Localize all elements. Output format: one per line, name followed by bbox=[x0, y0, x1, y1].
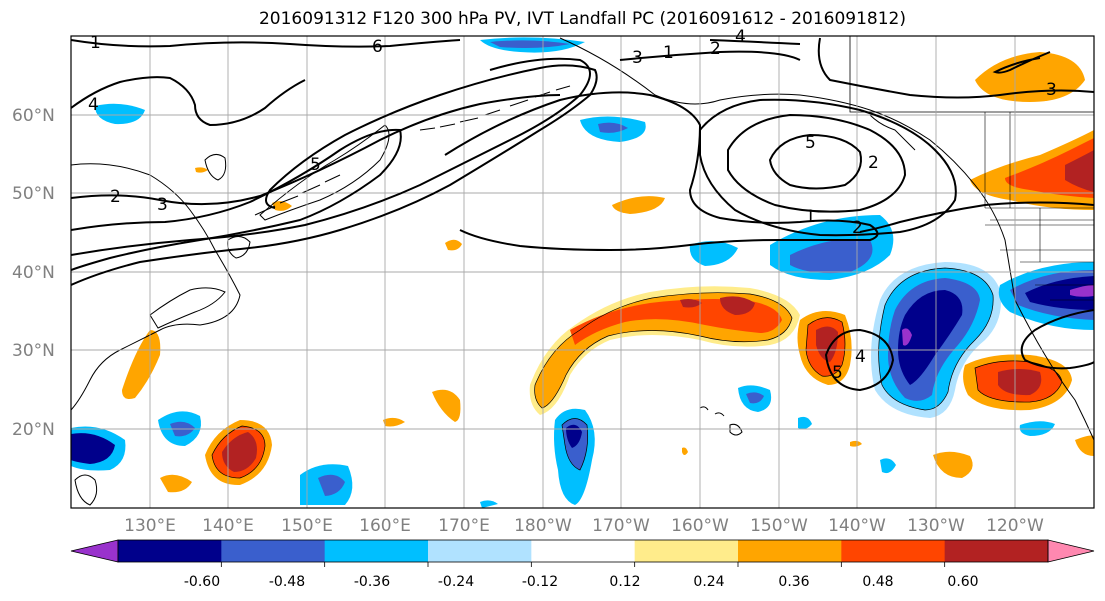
lat-label-40: 40°N bbox=[12, 263, 55, 283]
map-frame bbox=[70, 35, 1095, 509]
colorbar-segment bbox=[841, 540, 946, 562]
contour-label: 4 bbox=[855, 347, 866, 367]
colorbar-frame bbox=[117, 539, 1049, 563]
colorbar-segment bbox=[531, 540, 636, 562]
colorbar-segment bbox=[221, 540, 326, 562]
colorbar-tick-label: 0.36 bbox=[778, 574, 809, 590]
colorbar-segment bbox=[634, 540, 739, 562]
contour-label: 3 bbox=[632, 48, 643, 68]
contour-label: 2 bbox=[710, 39, 721, 59]
contour-label: 3 bbox=[157, 195, 168, 215]
lon-label-140w: 140°W bbox=[828, 516, 886, 536]
coastlines bbox=[71, 36, 1094, 506]
colorbar-tick-label: -0.36 bbox=[354, 574, 390, 590]
lat-label-50: 50°N bbox=[12, 184, 55, 204]
colorbar: -0.60 -0.48 -0.36 -0.24 -0.12 0.12 0.24 … bbox=[70, 539, 1095, 590]
contour-label: 5 bbox=[310, 155, 321, 175]
colorbar-tick-label: 0.12 bbox=[609, 574, 640, 590]
colorbar-segment bbox=[428, 540, 532, 562]
lon-label-150e: 150°E bbox=[281, 516, 333, 536]
contour-labels: 1 2 3 4 5 6 3 1 2 4 5 2 1 2 3 4 5 bbox=[88, 27, 1057, 383]
colorbar-tick-label: 0.60 bbox=[947, 574, 978, 590]
colorbar-tick-label: -0.60 bbox=[184, 574, 220, 590]
lat-label-30: 30°N bbox=[12, 341, 55, 361]
shading-outlines bbox=[211, 267, 1063, 479]
colorbar-segment bbox=[118, 540, 222, 562]
lon-label-160e: 160°E bbox=[359, 516, 411, 536]
contour-label: 4 bbox=[88, 95, 99, 115]
colorbar-tick-label: -0.24 bbox=[438, 574, 474, 590]
lon-label-160w: 160°W bbox=[671, 516, 729, 536]
colorbar-tick-label: 0.24 bbox=[693, 574, 724, 590]
colorbar-segment bbox=[738, 540, 842, 562]
latitude-labels: 60°N 50°N 40°N 30°N 20°N bbox=[12, 106, 55, 440]
contour-label: 5 bbox=[832, 363, 843, 383]
longitude-labels: 130°E 140°E 150°E 160°E 170°E 180°W 170°… bbox=[124, 516, 1044, 536]
colorbar-extend-high bbox=[1047, 539, 1095, 563]
lon-label-120w: 120°W bbox=[986, 516, 1044, 536]
colorbar-segment bbox=[944, 540, 1049, 562]
colorbar-tick-label: -0.12 bbox=[522, 574, 558, 590]
colorbar-tick-label: -0.48 bbox=[269, 574, 305, 590]
colorbar-tick-label: 0.48 bbox=[862, 574, 893, 590]
lon-label-130e: 130°E bbox=[124, 516, 176, 536]
contour-label: 6 bbox=[372, 37, 383, 57]
lon-label-150w: 150°W bbox=[750, 516, 808, 536]
lon-label-170e: 170°E bbox=[438, 516, 490, 536]
contour-label: 5 bbox=[805, 133, 816, 153]
contour-label: 1 bbox=[663, 43, 674, 63]
contour-label: 2 bbox=[852, 218, 863, 238]
colorbar-segment bbox=[324, 540, 429, 562]
colorbar-extend-low bbox=[70, 539, 119, 563]
contour-label: 3 bbox=[1046, 80, 1057, 100]
contour-label: 1 bbox=[805, 207, 816, 227]
contour-label: 1 bbox=[90, 33, 101, 53]
lon-label-180w: 180°W bbox=[514, 516, 572, 536]
lat-label-20: 20°N bbox=[12, 420, 55, 440]
contour-label: 2 bbox=[110, 187, 121, 207]
gridlines bbox=[71, 36, 1094, 508]
lon-label-170w: 170°W bbox=[592, 516, 650, 536]
map-title: 2016091312 F120 300 hPa PV, IVT Landfall… bbox=[258, 9, 906, 29]
pv-contours bbox=[71, 37, 1094, 392]
contour-label: 4 bbox=[735, 27, 746, 47]
lat-label-60: 60°N bbox=[12, 106, 55, 126]
lon-label-130w: 130°W bbox=[907, 516, 965, 536]
contour-label: 2 bbox=[868, 153, 879, 173]
lon-label-140e: 140°E bbox=[202, 516, 254, 536]
